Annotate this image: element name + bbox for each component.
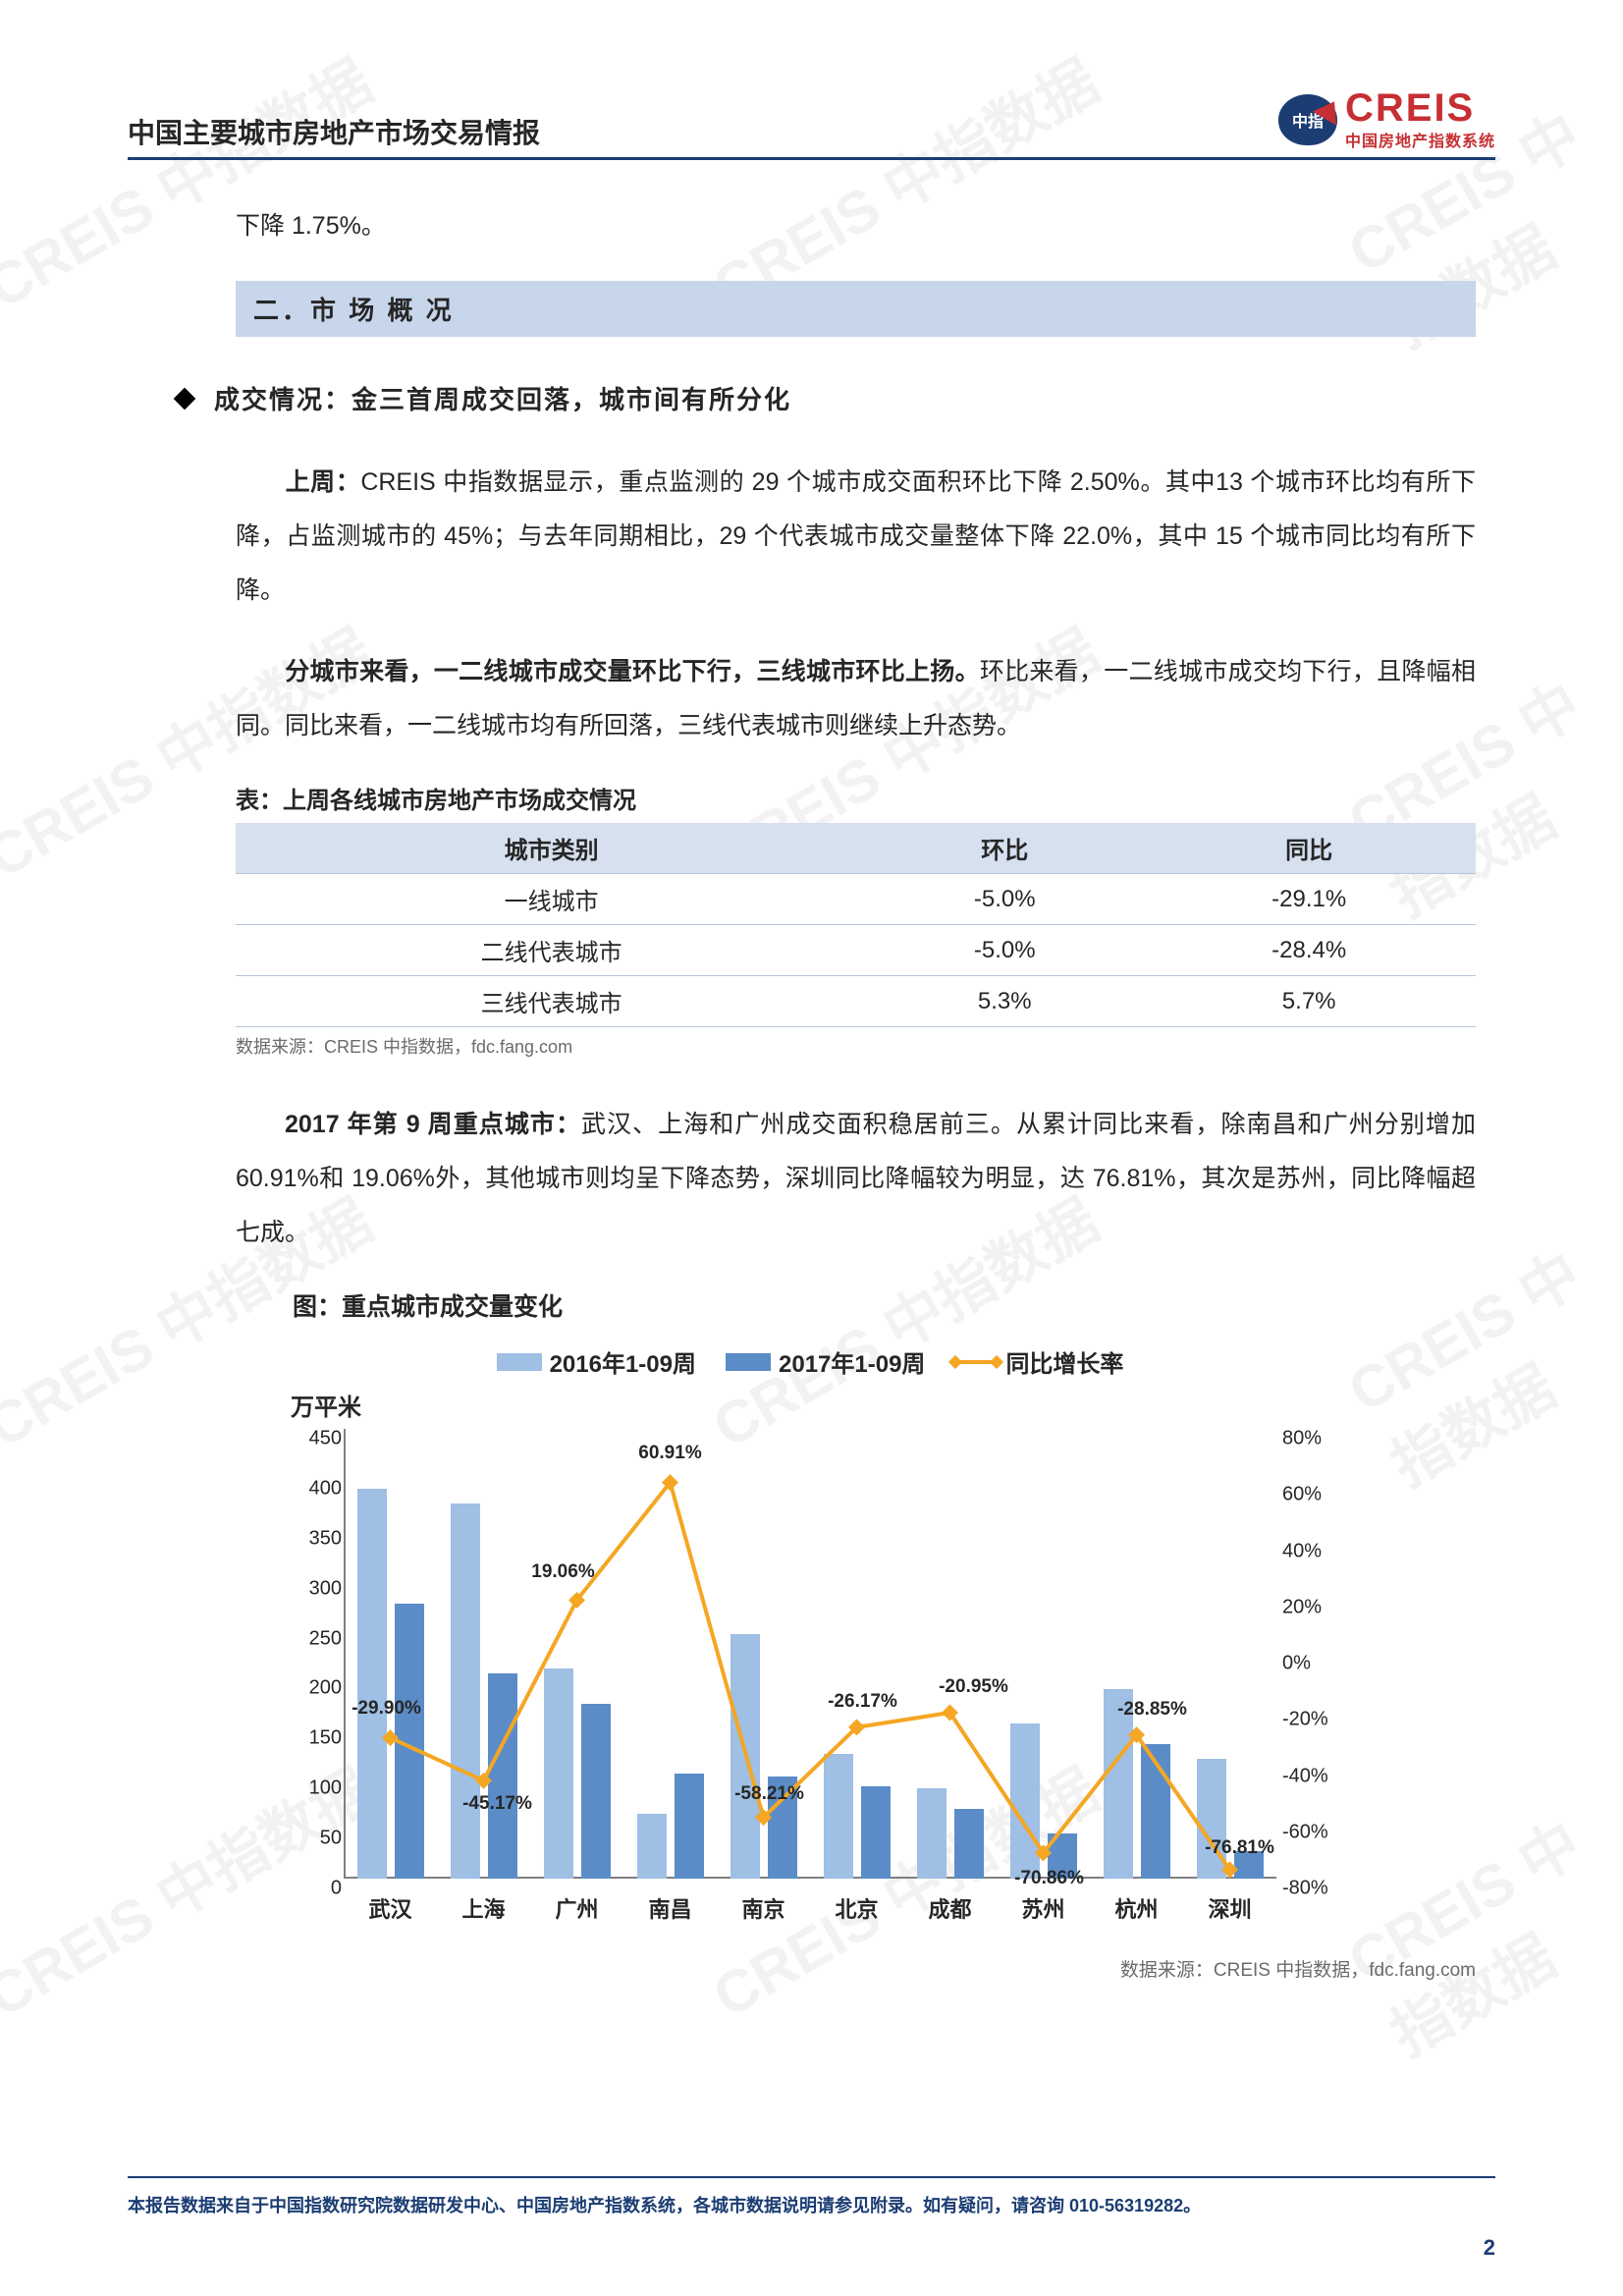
section-title: 二．市 场 概 况 [236,281,1476,337]
table-cell: 三线代表城市 [236,976,867,1027]
col-city: 城市类别 [236,823,867,874]
growth-label: -26.17% [828,1691,897,1713]
logo: 中指 CREIS 中国房地产指数系统 [1278,88,1495,151]
header-title: 中国主要城市房地产市场交易情报 [128,112,540,151]
x-label: 杭州 [1090,1879,1183,1924]
y-unit: 万平米 [291,1388,361,1422]
growth-label: -20.95% [939,1676,1008,1698]
table-caption: 表：上周各线城市房地产市场成交情况 [236,781,1476,815]
diamond-icon [174,387,196,410]
growth-label: -70.86% [1014,1868,1084,1889]
table-cell: 一线城市 [236,874,867,925]
y-axis-left: 050100150200250300350400450 [273,1429,342,1879]
paragraph-1: 上周：CREIS 中指数据显示，重点监测的 29 个城市成交面积环比下降 2.5… [236,456,1476,618]
para3-lead: 2017 年第 9 周重点城市： [285,1111,581,1138]
para2-lead: 分城市来看，一二线城市成交量环比下行，三线城市环比上扬。 [285,658,980,685]
city-table: 城市类别 环比 同比 一线城市-5.0%-29.1%二线代表城市-5.0%-28… [236,823,1476,1027]
table-cell: -5.0% [867,874,1142,925]
x-label: 上海 [437,1879,530,1924]
legend-line [954,1360,998,1364]
legend-swatch-2 [726,1353,771,1371]
x-label: 北京 [810,1879,903,1924]
chart: 2016年1-09周 2017年1-09周 同比增长率 万平米 05010015… [255,1344,1365,1943]
chart-source: 数据来源：CREIS 中指数据，fdc.fang.com [236,1955,1476,1982]
para1-rest: CREIS 中指数据显示，重点监测的 29 个城市成交面积环比下降 2.50%。… [236,468,1476,604]
table-row: 二线代表城市-5.0%-28.4% [236,925,1476,976]
intro-line: 下降 1.75%。 [236,199,1476,253]
growth-label: -76.81% [1205,1837,1274,1859]
growth-label: 60.91% [638,1443,701,1464]
x-label: 武汉 [344,1879,437,1924]
page-number: 2 [1484,2235,1495,2261]
y-axis-right: -80%-60%-40%-20%0%20%40%60%80% [1282,1429,1351,1879]
growth-label: -29.90% [352,1698,421,1720]
table-cell: 二线代表城市 [236,925,867,976]
growth-label: -28.85% [1117,1699,1187,1721]
paragraph-3: 2017 年第 9 周重点城市：武汉、上海和广州成交面积稳居前三。从累计同比来看… [236,1098,1476,1260]
x-label: 深圳 [1183,1879,1276,1924]
table-cell: -29.1% [1142,874,1476,925]
col-mom: 环比 [867,823,1142,874]
logo-main: CREIS [1345,88,1475,128]
table-row: 三线代表城市5.3%5.7% [236,976,1476,1027]
sub-heading-row: 成交情况：金三首周成交回落，城市间有所分化 [177,380,1476,416]
table-cell: -5.0% [867,925,1142,976]
table-cell: 5.7% [1142,976,1476,1027]
table-row: 一线城市-5.0%-29.1% [236,874,1476,925]
col-yoy: 同比 [1142,823,1476,874]
sub-heading: 成交情况：金三首周成交回落，城市间有所分化 [214,380,791,416]
growth-label: 19.06% [531,1561,594,1583]
growth-label: -45.17% [462,1793,532,1815]
x-label: 广州 [530,1879,623,1924]
logo-sub: 中国房地产指数系统 [1345,128,1495,151]
legend-swatch-1 [497,1353,542,1371]
x-label: 成都 [903,1879,997,1924]
legend-label-3: 同比增长率 [1005,1344,1123,1379]
footer: 本报告数据来自于中国指数研究院数据研发中心、中国房地产指数系统，各城市数据说明请… [128,2176,1495,2217]
legend-label-1: 2016年1-09周 [550,1344,696,1379]
table-cell: -28.4% [1142,925,1476,976]
chart-legend: 2016年1-09周 2017年1-09周 同比增长率 [255,1344,1365,1379]
legend-label-2: 2017年1-09周 [779,1344,925,1379]
page-header: 中国主要城市房地产市场交易情报 中指 CREIS 中国房地产指数系统 [128,88,1495,160]
x-label: 南昌 [623,1879,717,1924]
table-source: 数据来源：CREIS 中指数据，fdc.fang.com [236,1033,1476,1059]
table-cell: 5.3% [867,976,1142,1027]
chart-title: 图：重点城市成交量变化 [293,1287,1476,1323]
x-label: 南京 [717,1879,810,1924]
growth-label: -58.21% [734,1783,804,1805]
para1-lead: 上周： [285,468,360,496]
paragraph-2: 分城市来看，一二线城市成交量环比下行，三线城市环比上扬。环比来看，一二线城市成交… [236,645,1476,753]
logo-badge-icon: 中指 [1278,94,1337,145]
